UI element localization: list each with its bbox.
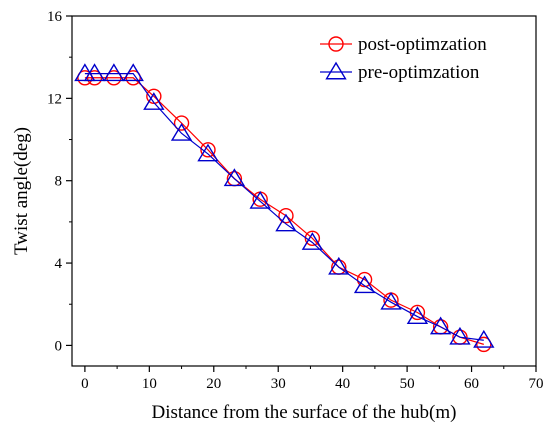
x-tick-label: 10 bbox=[142, 376, 157, 392]
series-layer bbox=[74, 63, 495, 353]
series-line bbox=[84, 77, 484, 345]
x-tick-label: 20 bbox=[206, 376, 221, 392]
data-point bbox=[304, 230, 321, 247]
data-point bbox=[200, 142, 216, 158]
data-point bbox=[356, 271, 373, 288]
data-point bbox=[77, 70, 93, 86]
y-tick-label: 12 bbox=[47, 91, 62, 107]
data-point bbox=[106, 70, 122, 86]
data-point bbox=[197, 143, 219, 162]
y-axis-title: Twist angle(deg) bbox=[11, 127, 32, 255]
data-point bbox=[125, 70, 141, 86]
data-point bbox=[83, 63, 106, 82]
y-tick-label: 4 bbox=[55, 256, 63, 272]
x-axis-title: Distance from the surface of the hub(m) bbox=[152, 402, 457, 423]
data-point bbox=[275, 213, 297, 232]
data-point bbox=[173, 115, 190, 131]
legend: post-optimzation pre-optimzation bbox=[320, 34, 487, 83]
y-axis-ticks: 0 4 8 12 16 bbox=[47, 9, 72, 354]
data-point bbox=[353, 275, 376, 294]
data-point bbox=[476, 336, 492, 353]
y-tick-label: 0 bbox=[55, 338, 63, 354]
series-line bbox=[84, 73, 484, 341]
x-tick-label: 70 bbox=[529, 376, 544, 392]
series-post-optimization bbox=[77, 70, 492, 353]
plot-border bbox=[71, 15, 537, 367]
x-tick-label: 0 bbox=[81, 376, 89, 392]
x-tick-label: 40 bbox=[335, 376, 350, 392]
x-tick-label: 60 bbox=[464, 376, 479, 392]
x-tick-label: 50 bbox=[400, 376, 415, 392]
legend-label: pre-optimzation bbox=[358, 62, 480, 83]
data-point bbox=[223, 168, 246, 187]
data-point bbox=[473, 329, 495, 348]
x-tick-label: 30 bbox=[271, 376, 286, 392]
data-point bbox=[122, 63, 144, 82]
x-axis-ticks: 0 10 20 30 40 50 60 70 bbox=[81, 366, 544, 392]
data-point bbox=[249, 190, 271, 209]
data-point bbox=[301, 232, 324, 250]
data-point bbox=[143, 92, 165, 110]
series-pre-optimization bbox=[74, 63, 495, 348]
plot-frame bbox=[71, 15, 537, 367]
data-point bbox=[328, 256, 350, 275]
legend-swatch-marker bbox=[325, 61, 347, 80]
data-point bbox=[86, 70, 103, 86]
data-point bbox=[103, 63, 125, 82]
data-point bbox=[380, 291, 402, 310]
data-point bbox=[278, 208, 294, 224]
data-point bbox=[429, 316, 452, 335]
legend-swatch-marker bbox=[328, 36, 344, 52]
y-tick-label: 8 bbox=[55, 174, 63, 190]
data-point bbox=[170, 122, 193, 141]
y-tick-label: 16 bbox=[47, 9, 63, 25]
legend-label: post-optimzation bbox=[358, 34, 487, 55]
data-point bbox=[406, 306, 429, 325]
data-point bbox=[449, 326, 471, 345]
